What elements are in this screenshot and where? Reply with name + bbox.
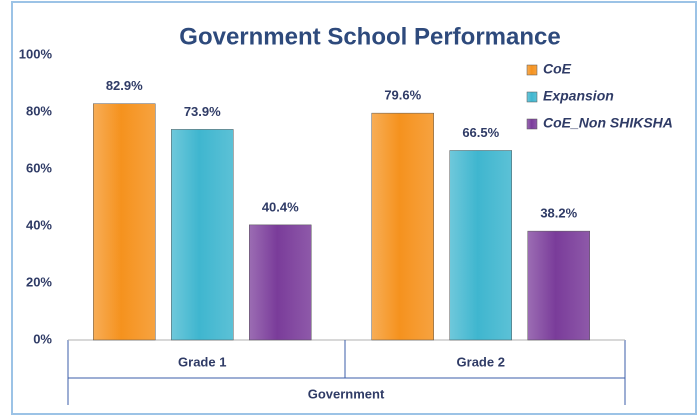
bar bbox=[371, 112, 434, 341]
bar bbox=[93, 103, 156, 341]
value-label: 40.4% bbox=[262, 199, 299, 214]
bar bbox=[449, 150, 512, 341]
y-tick-label: 40% bbox=[26, 217, 52, 232]
bar bbox=[171, 129, 234, 341]
category-group-label: Government bbox=[308, 386, 385, 401]
y-tick-label: 80% bbox=[26, 103, 52, 118]
chart-title: Government School Performance bbox=[179, 23, 560, 50]
value-label: 82.9% bbox=[106, 78, 143, 93]
y-tick-label: 100% bbox=[19, 46, 53, 61]
legend-swatch bbox=[526, 64, 538, 76]
category-table bbox=[67, 340, 626, 405]
legend-label: CoE_Non SHIKSHA bbox=[543, 115, 673, 131]
legend-label: Expansion bbox=[543, 88, 614, 104]
bar bbox=[249, 224, 312, 341]
legend-swatch bbox=[526, 91, 538, 103]
y-tick-label: 20% bbox=[26, 274, 52, 289]
chart-frame bbox=[11, 1, 697, 415]
y-tick-label: 0% bbox=[33, 331, 52, 346]
bar bbox=[527, 230, 590, 341]
y-tick-label: 60% bbox=[26, 160, 52, 175]
value-label: 73.9% bbox=[184, 104, 221, 119]
value-label: 38.2% bbox=[540, 206, 577, 221]
x-tick-label: Grade 2 bbox=[457, 354, 505, 369]
legend-swatch bbox=[526, 118, 538, 130]
value-label: 79.6% bbox=[384, 88, 421, 103]
legend-label: CoE bbox=[543, 61, 572, 77]
x-tick-label: Grade 1 bbox=[178, 354, 226, 369]
value-label: 66.5% bbox=[462, 125, 499, 140]
